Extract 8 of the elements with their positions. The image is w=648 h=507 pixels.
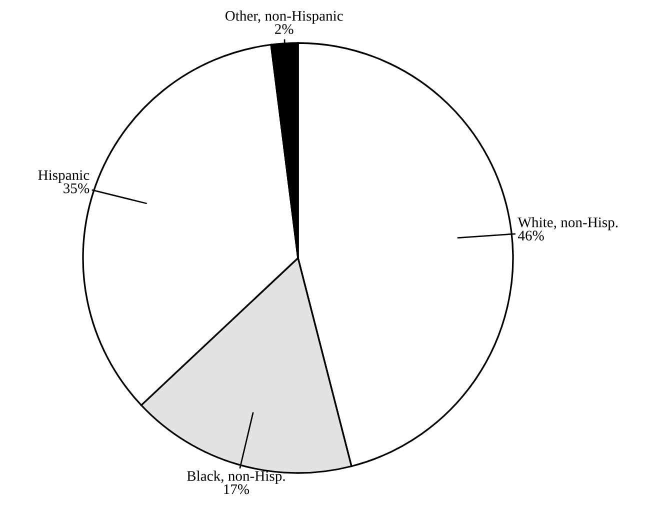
slice-label: Black, non-Hisp. xyxy=(187,470,285,484)
slice-label: White, non-Hisp. xyxy=(518,217,618,230)
slice-label: Other, non-Hispanic xyxy=(225,10,343,24)
data-label: 2% xyxy=(275,24,294,34)
data-label: 35% xyxy=(64,183,90,194)
data-label: 46% xyxy=(518,230,544,241)
slice-label: Hispanic xyxy=(38,170,90,183)
data-label: 17% xyxy=(224,484,250,494)
